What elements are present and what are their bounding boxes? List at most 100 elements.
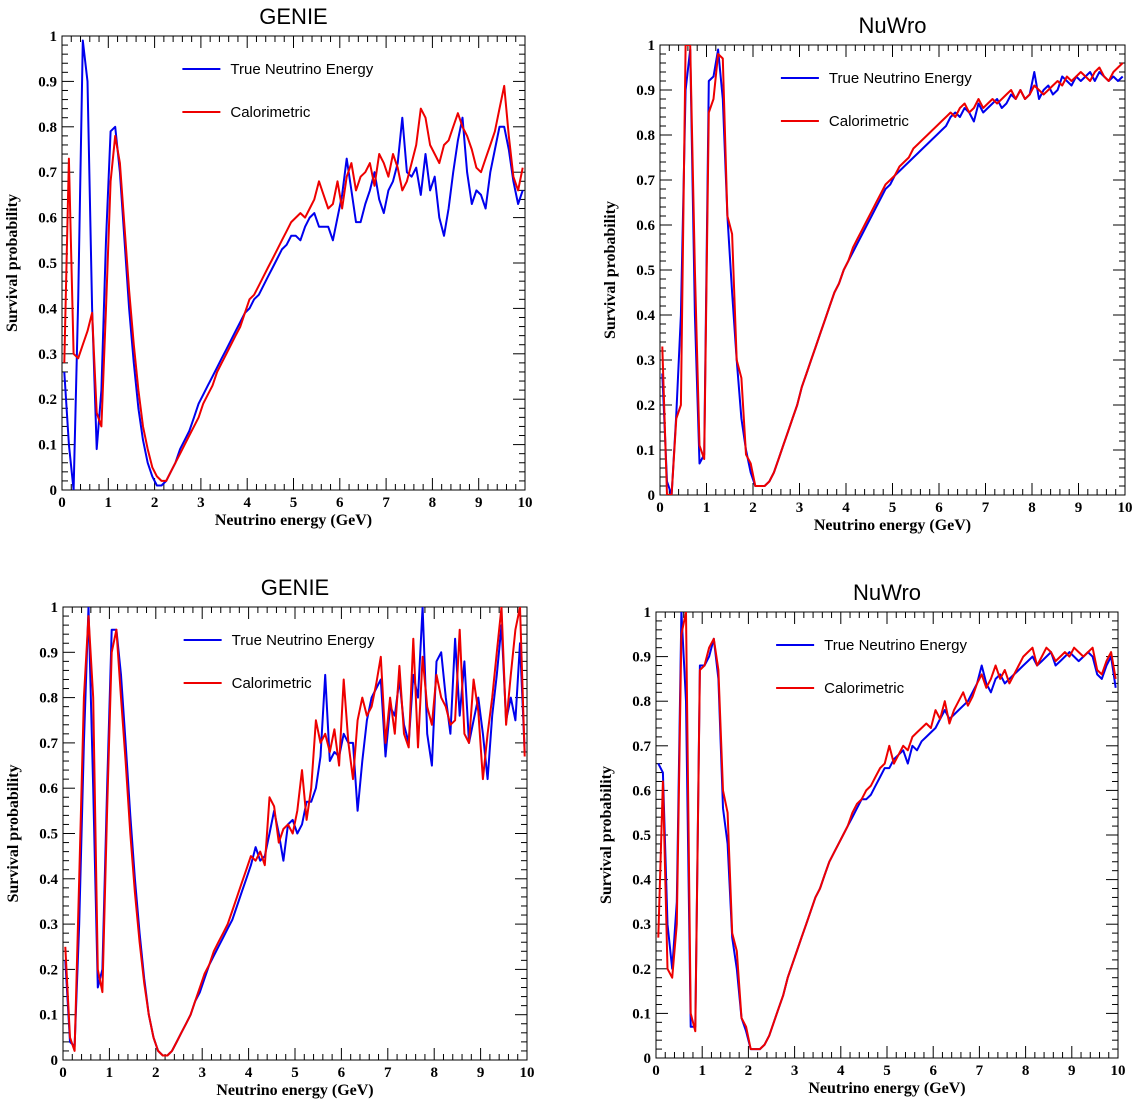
chart-panel-1: GENIE 0 1 2 3 4 5 6 7 8 9 10 0 0.1 0.2 0.3 0.4 0.5 0.6 0.7 0… [4,4,533,529]
y-tick-label: 0.7 [636,173,655,189]
chart-panel-4: NuWro 0 1 2 3 4 5 6 7 8 9 10 0 0.1 0.2 0.3 0.4 0.5 0.6 0.7 0… [598,580,1126,1097]
chart-title: GENIE [259,4,327,29]
series-line-true-neutrino-energy [661,48,1124,495]
chart-title: NuWro [853,580,921,605]
x-axis-label: Neutrino energy (GeV) [216,1082,373,1099]
y-tick-label: 0.1 [636,443,655,459]
x-tick-label: 3 [791,1063,799,1079]
series-line-calorimetric [661,45,1124,495]
y-tick-label: 0.3 [632,917,651,933]
y-tick-label: 0.8 [636,128,655,144]
legend-entry: True Neutrino Energy [829,70,972,87]
x-tick-label: 5 [889,500,897,516]
y-tick-label: 0.4 [636,308,655,324]
x-tick-label: 6 [929,1063,937,1079]
x-tick-label: 1 [106,1065,114,1081]
chart-title: GENIE [261,575,329,600]
x-tick-label: 4 [245,1065,253,1081]
x-tick-label: 2 [745,1063,753,1079]
legend-entry: True Neutrino Energy [230,61,373,78]
x-tick-label: 10 [1111,1063,1126,1079]
y-tick-label: 0 [648,488,656,504]
legend-entry: True Neutrino Energy [824,637,967,654]
x-tick-label: 7 [382,495,390,511]
y-tick-label: 0.4 [38,301,57,317]
y-tick-label: 0.8 [38,120,57,136]
x-tick-label: 10 [1118,500,1133,516]
x-axis-label: Neutrino energy (GeV) [808,1080,965,1097]
x-tick-label: 1 [105,495,113,511]
x-tick-label: 9 [1075,500,1083,516]
y-tick-label: 0.2 [38,392,57,408]
series-line-calorimetric [63,84,524,482]
y-tick-label: 0.6 [632,783,651,799]
y-axis-label: Survival probability [598,766,615,904]
chart-panel-2: NuWro 0 1 2 3 4 5 6 7 8 9 10 0 0.1 0.2 0.3 0.4 0.5 0.6 0.7 0… [602,13,1133,534]
x-tick-label: 7 [384,1065,392,1081]
x-tick-label: 0 [652,1063,660,1079]
y-tick-label: 0.8 [39,691,58,707]
y-tick-label: 0.1 [39,1008,58,1024]
y-tick-label: 1 [644,605,652,621]
x-tick-label: 0 [59,1065,67,1081]
y-tick-label: 0.9 [632,650,651,666]
x-axis-label: Neutrino energy (GeV) [814,517,971,534]
series-line-true-neutrino-energy [63,39,524,490]
x-tick-label: 0 [58,495,66,511]
y-tick-label: 0.5 [39,827,58,843]
y-tick-label: 0.5 [636,263,655,279]
y-tick-label: 0.7 [632,739,651,755]
x-tick-label: 2 [749,500,757,516]
y-tick-label: 0.7 [39,736,58,752]
y-axis-label: Survival probability [602,201,619,339]
chart-panel-3: GENIE 0 1 2 3 4 5 6 7 8 9 10 0 0.1 0.2 0.3 0.4 0.5 0.6 0.7 0… [5,575,535,1099]
y-axis-label: Survival probability [4,194,21,332]
y-tick-label: 0.6 [636,218,655,234]
x-tick-label: 3 [796,500,804,516]
y-tick-label: 1 [50,29,58,45]
series-line-calorimetric [64,607,526,1057]
x-tick-label: 5 [883,1063,891,1079]
legend-entry: True Neutrino Energy [232,632,375,649]
x-tick-label: 6 [935,500,943,516]
y-tick-label: 0.4 [39,872,58,888]
y-tick-label: 0.2 [39,962,58,978]
y-tick-label: 0.6 [38,211,57,227]
series-line-true-neutrino-energy [657,612,1117,1051]
y-tick-label: 0.1 [632,1006,651,1022]
y-tick-label: 0.3 [39,917,58,933]
legend-entry: Calorimetric [829,113,910,130]
x-tick-label: 4 [243,495,251,511]
x-tick-label: 9 [475,495,483,511]
x-tick-label: 10 [518,495,533,511]
x-tick-label: 6 [338,1065,346,1081]
legend-entry: Calorimetric [230,104,311,121]
y-tick-label: 0.8 [632,694,651,710]
x-tick-label: 7 [982,500,990,516]
plot-frame [655,611,1119,1059]
x-tick-label: 3 [198,1065,206,1081]
x-tick-label: 8 [1028,500,1036,516]
x-tick-label: 9 [477,1065,485,1081]
x-tick-label: 8 [430,1065,438,1081]
y-tick-label: 0.4 [632,873,651,889]
x-tick-label: 9 [1068,1063,1076,1079]
y-tick-label: 0 [644,1051,652,1067]
y-tick-label: 0.7 [38,165,57,181]
x-axis-label: Neutrino energy (GeV) [215,512,372,529]
y-tick-label: 0.9 [38,74,57,90]
x-tick-label: 8 [1022,1063,1030,1079]
y-tick-label: 0.3 [38,347,57,363]
x-tick-label: 2 [152,1065,160,1081]
x-tick-label: 1 [698,1063,706,1079]
y-tick-label: 0 [50,483,58,499]
series-line-calorimetric [657,612,1117,1051]
x-tick-label: 6 [336,495,344,511]
y-tick-label: 1 [51,600,59,616]
x-tick-label: 3 [197,495,205,511]
y-tick-label: 1 [648,38,656,54]
x-tick-label: 5 [291,1065,299,1081]
chart-title: NuWro [858,13,926,38]
y-axis-label: Survival probability [5,765,22,903]
